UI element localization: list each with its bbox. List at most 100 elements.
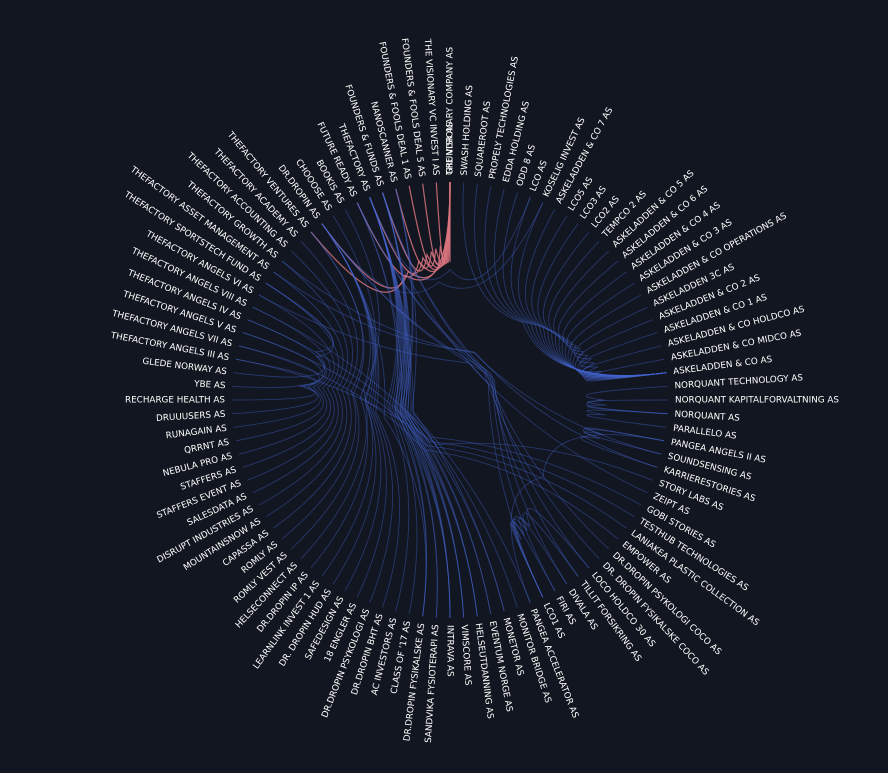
link-thefactory-angels-vii-as-to-empower-as — [238, 345, 619, 540]
link-future-ready-as-to-tillit-forsikring-as — [356, 202, 579, 577]
link-thefactory-angels-iii-as-to-story-labs-as — [235, 358, 653, 481]
link-founders-funds-as-to-intrava-as — [382, 192, 451, 619]
link-askeladden-co-as-to-askeladden-co-holdco-as — [582, 345, 667, 381]
link-layer — [231, 181, 669, 619]
link-thefactory-accounting-as-to-mountainsnow-as — [265, 250, 354, 518]
link-askeladden-co-as-to-askeladden-co-3-as — [566, 282, 667, 378]
link-nanoscanner-as-to-monetor-as — [395, 188, 505, 612]
link-thefactory-angels-v-as-to-laniakea-plastic-collection-as — [242, 332, 627, 529]
link-pangea-angels-ii-as-to-karrierestories-as — [580, 428, 665, 468]
link-norquant-as-to-norquant-kapitalforvaltning-as — [586, 399, 669, 415]
node-label-the-visionary-company-as[interactable]: THE VISIONARY COMPANY AS — [446, 46, 456, 176]
link-founders-funds-as-to-firi-as — [382, 192, 556, 592]
link-lco1-as-to-divala-as — [511, 516, 568, 598]
link-future-ready-as-to-loco-holdco-30-as — [356, 202, 590, 569]
link-dr-dropin-as-to-dr-dropin-fysikalske-as — [321, 223, 427, 617]
link-askeladden-co-as-to-askeladden-co-1-as — [579, 332, 667, 380]
node-label-druuusers-as[interactable]: DRUUUSERS AS — [156, 410, 226, 424]
link-dr-dropin-as-to-18-engler-as — [321, 223, 387, 598]
link-askeladden-co-as-to-askeladden-co-4-as — [562, 271, 667, 378]
node-label-norquant-kapitalforvaltning-as[interactable]: NORQUANT KAPITALFORVALTNING AS — [675, 396, 839, 406]
link-dr-dropin-as-to-dr-dropin-psykologi-as — [321, 223, 394, 603]
link-thefactory-angels-vi-as-to-zeipt-as — [258, 294, 648, 494]
link-askeladden-co-as-to-edda-holding-as — [494, 188, 667, 377]
link-dr-dropin-as-to-dr-dropin-psykologi-coco-as — [321, 223, 610, 550]
link-lco1-as-to-firi-as — [510, 521, 556, 598]
link-thefactory-as-to-ac-investors-as — [369, 197, 410, 612]
node-label-vimscore-as[interactable]: VIMSCORE AS — [459, 624, 473, 686]
link-thefactory-as-to-monitor-bridge-as — [369, 197, 518, 608]
link-thefactory-as-to-lco1-as — [369, 197, 544, 598]
link-founders-funds-as-to-vimscore-as — [382, 192, 465, 618]
link-founders-funds-as-to-sandvika-fysioterapi-as — [382, 192, 438, 618]
link-nanoscanner-as-to-vimscore-as — [395, 188, 465, 618]
link-lco1-as-to-loco-holdco-30-as — [513, 507, 590, 598]
link-founders-funds-as-to-helseutdanning-as — [382, 192, 478, 617]
node-label-recharge-health-as[interactable]: RECHARGE HEALTH AS — [125, 396, 225, 406]
link-thefactory-asset-management-as-to-salesdata-as — [252, 271, 344, 494]
link-thefactory-angels-iv-as-to-testhub-technologies-as — [247, 319, 635, 518]
link-askeladden-co-as-to-swash-holding-as — [462, 182, 667, 376]
link-askeladden-co-as-to-odd-8-as — [502, 192, 667, 376]
link-thefactory-as-to-sandvika-fysioterapi-as — [369, 197, 438, 618]
link-thefactory-angels-vi-as-to-staffers-as — [242, 294, 335, 468]
link-grundr-as-to-thefactory-ventures-as — [310, 181, 451, 293]
link-askeladden-co-as-to-askeladden-co-5-as — [553, 250, 667, 377]
link-thefactory-as-to-helseutdanning-as — [369, 197, 478, 617]
link-thefactory-as-to-monetor-as — [369, 197, 505, 612]
link-thefactory-growth-as-to-karrierestories-as — [281, 260, 658, 468]
link-thefactory-growth-as-to-disrupt-industries-as — [258, 260, 349, 506]
link-thefactory-as-to-class-of-17-as — [369, 197, 418, 615]
link-koselig-invest-as-to-dr-dropin-as — [321, 202, 544, 294]
link-askeladden-co-as-to-askeladden-co-6-as — [557, 260, 667, 378]
link-dr-dropin-as-to-dr-dropin-fysikalske-coco-as — [321, 223, 600, 560]
link-askeladden-co-as-to-lco-as — [510, 197, 667, 377]
link-thefactory-as-to-intrava-as — [369, 197, 451, 619]
link-askeladden-co-as-to-askeladden-co-2-as — [576, 319, 667, 379]
link-thefactory-as-to-eventum-norge-as — [369, 197, 492, 615]
link-thefactory-ventures-as-to-romly-vest-as — [290, 231, 365, 550]
link-thefactory-academy-as-to-capassa-as — [273, 240, 359, 529]
link-grundr-as-to-future-ready-as — [356, 181, 451, 278]
link-thefactory-angels-viii-as-to-gobi-stories-as — [252, 306, 642, 506]
link-pangea-angels-ii-as-to-soundsensing-as — [583, 427, 665, 455]
link-thefactory-sportstech-fund-as-to-ybe-as — [232, 282, 335, 389]
link-dr-dropin-as-to-dr-dropin-ip-as — [310, 223, 371, 569]
link-dr-dropin-as-to-dr-dropin-hud-as — [321, 223, 377, 585]
link-thefactory-asset-management-as-to-soundsensing-as — [273, 271, 662, 455]
link-thefactory-sportstech-fund-as-to-glede-norway-as — [233, 282, 334, 378]
link-askeladden-co-as-to-askeladden-co-7-as — [524, 208, 667, 377]
node-label-ybe-as[interactable]: YBE AS — [193, 379, 226, 391]
link-thefactory-as-to-pangea-accelerator-as — [369, 197, 531, 603]
link-founders-funds-as-to-divala-as — [382, 192, 568, 585]
link-thefactory-angels-iii-as-to-recharge-health-as — [231, 358, 317, 401]
node-label-intrava-as[interactable]: INTRAVA AS — [445, 625, 455, 677]
node-label-norquant-as[interactable]: NORQUANT AS — [674, 410, 740, 424]
link-thefactory-angels-v-as-to-runagain-as — [233, 332, 323, 428]
link-norquant-as-to-parallelo-as — [586, 409, 668, 428]
link-askeladden-co-as-to-koselig-invest-as — [518, 202, 667, 377]
link-askeladden-co-as-to-squareroot-as — [474, 183, 667, 376]
link-thefactory-sportstech-fund-as-to-staffers-event-as — [247, 282, 339, 481]
link-askeladden-co-as-to-lco3-as — [537, 223, 667, 377]
link-askeladden-co-as-to-propely-technologies-as — [484, 185, 667, 376]
link-askeladden-co-as-to-askeladden-3c-as — [573, 306, 667, 379]
link-founders-funds-as-to-dr-dropin-fysikalske-as — [382, 192, 427, 617]
link-thefactory-as-to-dr-dropin-fysikalske-as — [369, 197, 427, 617]
node-label-grundr-as[interactable]: GRUNDR AS — [446, 121, 456, 175]
link-thefactory-as-to-vimscore-as — [369, 197, 465, 618]
link-dr-dropin-as-to-safedesign-as — [321, 223, 382, 592]
link-thefactory-angels-vii-as-to-druuusers-as — [232, 345, 320, 415]
link-future-ready-as-to-helseutdanning-as — [356, 202, 478, 617]
link-thefactory-angels-iv-as-to-qrrnt-as — [235, 319, 327, 442]
link-chooose-as-to-learnlink-invest-1-as — [321, 215, 377, 577]
link-pangea-angels-ii-as-to-pangea-accelerator-as — [510, 434, 665, 603]
link-norquant-as-to-norquant-technology-as — [585, 385, 668, 415]
link-askeladden-co-as-to-tempco-2-as — [548, 240, 667, 377]
link-askeladden-co-as-to-lco2-as — [542, 231, 667, 377]
link-founders-funds-as-to-eventum-norge-as — [382, 192, 492, 615]
link-future-ready-as-to-intrava-as — [356, 202, 451, 619]
link-dr-dropin-as-to-dr-dropin-bht-as — [321, 223, 401, 608]
